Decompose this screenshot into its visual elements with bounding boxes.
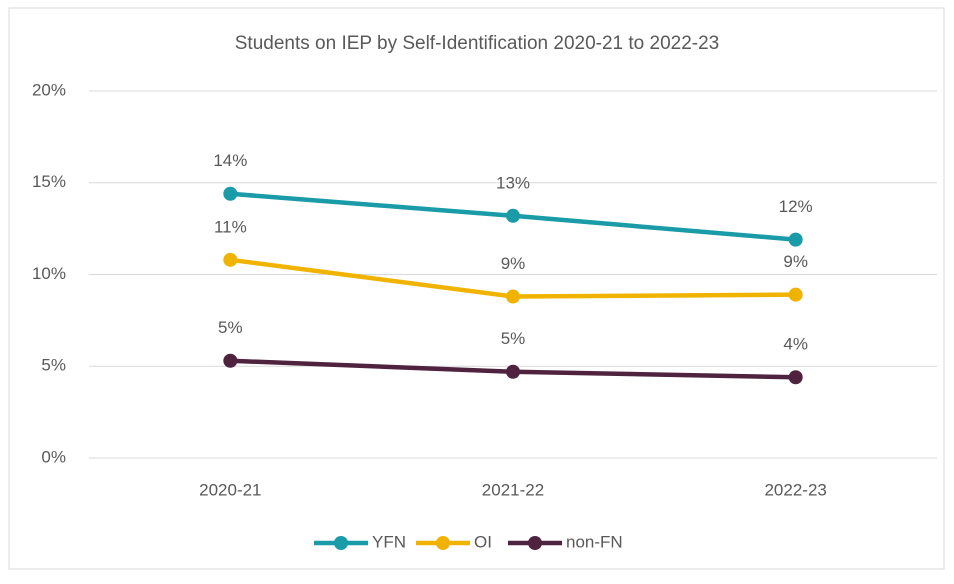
data-label: 11% [214,217,247,236]
chart-title: Students on IEP by Self-Identification 2… [235,33,719,54]
data-point [506,364,520,379]
data-point [788,370,803,385]
data-point [223,353,238,368]
legend-marker [436,536,450,550]
data-point [223,252,238,267]
data-point [506,289,520,304]
data-point [788,232,803,247]
data-point [788,287,803,302]
data-label: 12% [779,197,813,216]
y-tick-label: 0% [41,447,66,466]
x-tick-label: 2022-23 [764,480,826,499]
data-label: 14% [213,151,247,170]
data-label: 9% [783,252,808,271]
x-tick-label: 2020-21 [199,480,261,499]
data-point [223,186,238,201]
x-tick-label: 2021-22 [482,480,544,499]
legend-label: OI [474,532,492,551]
y-tick-label: 15% [32,172,66,191]
data-point [506,208,520,223]
data-label: 4% [783,335,808,354]
legend-marker [334,536,348,550]
y-tick-label: 10% [32,264,66,283]
legend-label: non-FN [566,532,623,551]
legend-label: YFN [372,532,406,551]
data-label: 5% [501,329,526,348]
y-tick-label: 20% [32,80,66,99]
data-label: 9% [501,254,526,273]
data-label: 13% [496,173,530,192]
legend-marker [528,536,542,550]
chart-frame [8,7,945,570]
data-label: 5% [218,318,243,337]
y-tick-label: 5% [41,356,66,375]
